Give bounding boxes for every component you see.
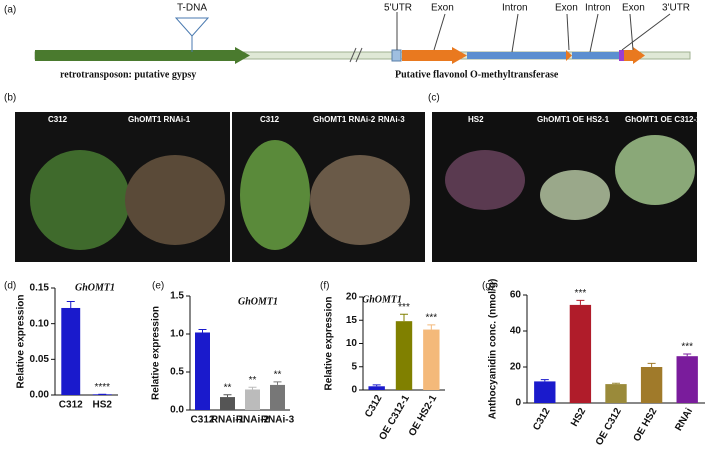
photo-label: GhOMT1 RNAi-1 bbox=[128, 115, 191, 124]
photo-label: C312 bbox=[260, 115, 280, 124]
x-tick-label: RNAi-1 bbox=[211, 415, 245, 426]
x-tick-label: RNAi bbox=[673, 406, 695, 433]
error-bar bbox=[248, 386, 257, 390]
x-tick-label: HS2 bbox=[93, 400, 113, 411]
photo bbox=[15, 112, 697, 262]
error-bar bbox=[66, 301, 75, 308]
bar bbox=[195, 332, 210, 410]
gene-label: Putative flavonol O-methyltransferase bbox=[395, 69, 559, 80]
error-bar bbox=[576, 299, 585, 305]
significance: *** bbox=[681, 342, 693, 353]
x-tick-label: OE C312 bbox=[594, 406, 624, 448]
y-tick-label: 0 bbox=[515, 398, 521, 409]
photo-label: RNAi-3 bbox=[378, 115, 405, 124]
panel-label: (f) bbox=[320, 281, 329, 292]
error-bar bbox=[612, 382, 620, 385]
bar bbox=[605, 384, 627, 403]
bar bbox=[423, 329, 440, 390]
y-tick-label: 20 bbox=[346, 292, 358, 303]
y-tick-label: 0.10 bbox=[30, 318, 50, 329]
error-bar bbox=[273, 381, 282, 385]
error-bar bbox=[223, 394, 232, 398]
bar bbox=[368, 386, 385, 390]
panel-label: (d) bbox=[4, 281, 16, 292]
error-bar bbox=[683, 353, 692, 357]
significance: *** bbox=[398, 302, 410, 313]
significance: **** bbox=[94, 382, 110, 393]
y-tick-label: 1.0 bbox=[170, 329, 184, 340]
bar bbox=[395, 321, 413, 390]
y-axis-label: Relative expression bbox=[16, 295, 27, 389]
error-bar bbox=[647, 362, 656, 367]
y-tick-label: 60 bbox=[510, 290, 522, 301]
y-tick-label: 0.5 bbox=[170, 367, 184, 378]
y-tick-label: 1.5 bbox=[170, 291, 184, 302]
x-tick-label: OE HS2 bbox=[632, 406, 660, 444]
y-tick-label: 20 bbox=[510, 362, 522, 373]
error-bar bbox=[540, 379, 549, 382]
x-tick-label: RNAi-3 bbox=[261, 415, 295, 426]
significance: ** bbox=[224, 382, 232, 393]
bar bbox=[270, 384, 285, 410]
y-tick-label: 0.15 bbox=[30, 283, 50, 294]
y-axis-label: Relative expression bbox=[324, 297, 335, 391]
panel-label: (c) bbox=[428, 93, 440, 104]
photo-label: HS2 bbox=[468, 115, 484, 124]
photo-label: GhOMT1 OE HS2-1 bbox=[537, 115, 610, 124]
x-tick-label: C312 bbox=[363, 393, 385, 420]
x-tick-label: C312 bbox=[59, 400, 83, 411]
y-tick-label: 0.0 bbox=[170, 405, 184, 416]
panel-label: (g) bbox=[482, 281, 494, 292]
bar bbox=[534, 381, 556, 403]
feature-label: 3'UTR bbox=[662, 3, 690, 14]
bar bbox=[220, 397, 235, 410]
chart-title: GhOMT1 bbox=[238, 296, 278, 307]
feature-label: Intron bbox=[585, 3, 611, 14]
gene-label: retrotransposon: putative gypsy bbox=[60, 69, 196, 80]
panel-label: (b) bbox=[4, 93, 16, 104]
significance: ** bbox=[274, 370, 282, 381]
error-bar bbox=[427, 324, 436, 330]
feature-label: 5'UTR bbox=[384, 3, 412, 14]
bar bbox=[61, 307, 81, 395]
x-tick-label: C312 bbox=[191, 415, 215, 426]
y-tick-label: 0.00 bbox=[30, 390, 50, 401]
chart-title: GhOMT1 bbox=[362, 294, 402, 305]
y-tick-label: 0.05 bbox=[30, 354, 50, 365]
panel-label: (e) bbox=[152, 281, 164, 292]
y-axis-label: Anthocyanidin conc. (nmol/g) bbox=[488, 279, 499, 420]
x-tick-label: RNAi-2 bbox=[236, 415, 270, 426]
x-tick-label: HS2 bbox=[569, 406, 588, 429]
y-tick-label: 10 bbox=[346, 338, 358, 349]
feature-label: Exon bbox=[622, 3, 645, 14]
panel-label: (a) bbox=[4, 5, 16, 16]
bar bbox=[676, 356, 698, 403]
photo-label: GhOMT1 OE C312-1 bbox=[625, 115, 701, 124]
bar bbox=[569, 304, 592, 403]
photo-label: C312 bbox=[48, 115, 68, 124]
chart-title: GhOMT1 bbox=[75, 282, 115, 293]
x-tick-label: OE HS2-1 bbox=[407, 393, 440, 438]
y-tick-label: 5 bbox=[351, 361, 357, 372]
feature-label: Intron bbox=[502, 3, 528, 14]
y-axis-label: Relative expression bbox=[151, 306, 162, 400]
feature-label: Exon bbox=[431, 3, 454, 14]
significance: ** bbox=[249, 375, 257, 386]
error-bar bbox=[372, 384, 381, 387]
bar bbox=[245, 389, 260, 410]
feature-label: Exon bbox=[555, 3, 578, 14]
bar bbox=[640, 367, 663, 403]
x-tick-label: C312 bbox=[531, 406, 553, 433]
significance: *** bbox=[425, 313, 437, 324]
error-bar bbox=[198, 328, 207, 333]
gene-diagram bbox=[34, 12, 691, 64]
photo-label: GhOMT1 RNAi-2 bbox=[313, 115, 376, 124]
error-bar bbox=[400, 313, 408, 322]
y-tick-label: 15 bbox=[346, 315, 358, 326]
significance: *** bbox=[575, 288, 587, 299]
y-tick-label: 40 bbox=[510, 326, 522, 337]
y-tick-label: 0 bbox=[351, 385, 357, 396]
insert-label: T-DNA bbox=[177, 3, 207, 14]
